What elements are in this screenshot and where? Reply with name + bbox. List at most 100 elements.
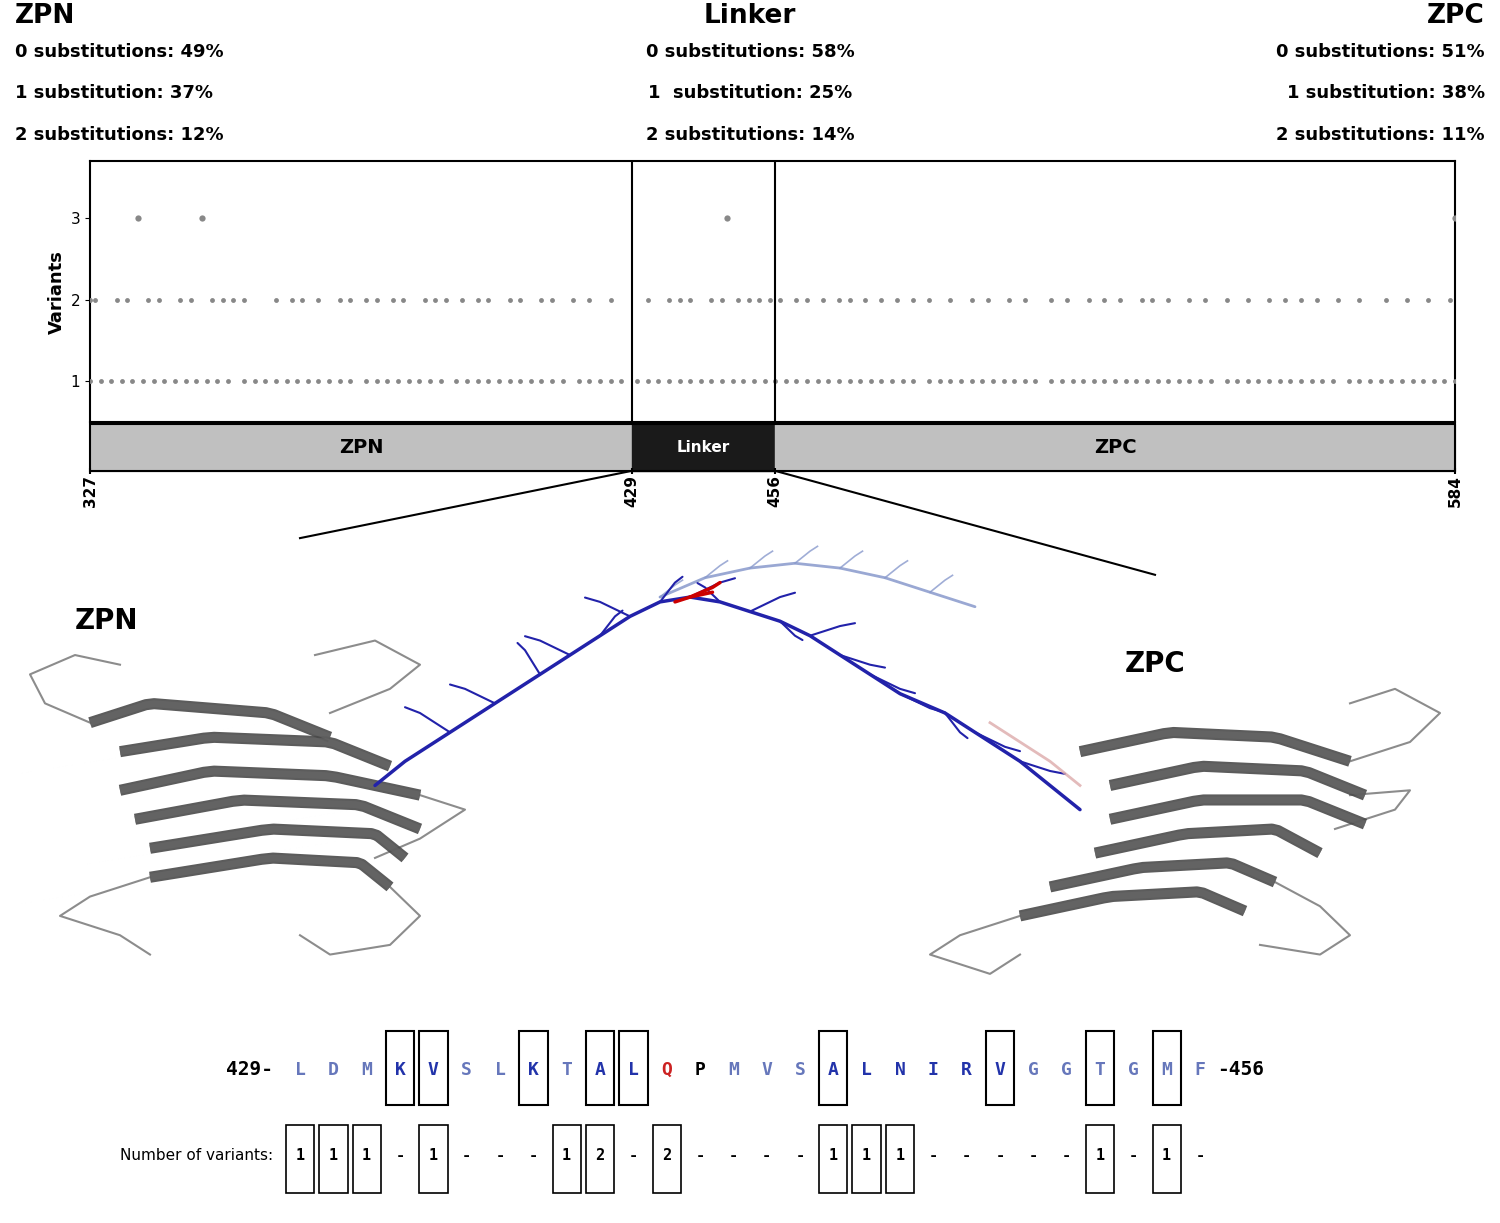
Bar xyxy=(819,1125,848,1194)
Text: -: - xyxy=(1196,1148,1204,1163)
Text: 1: 1 xyxy=(328,1148,338,1163)
Text: ZPC: ZPC xyxy=(1125,651,1185,679)
Text: 0 substitutions: 51%: 0 substitutions: 51% xyxy=(1276,43,1485,61)
Text: K: K xyxy=(528,1060,538,1079)
Text: Q: Q xyxy=(662,1060,672,1079)
Bar xyxy=(419,1031,447,1106)
Text: 1: 1 xyxy=(362,1148,370,1163)
Text: -: - xyxy=(462,1148,471,1163)
Text: -456: -456 xyxy=(1216,1060,1263,1080)
Text: M: M xyxy=(1161,1060,1172,1079)
Text: 1: 1 xyxy=(296,1148,304,1163)
Text: V: V xyxy=(994,1060,1005,1079)
Text: -: - xyxy=(996,1148,1005,1163)
Text: ZPN: ZPN xyxy=(75,607,138,635)
Text: -: - xyxy=(530,1148,538,1163)
Text: F: F xyxy=(1194,1060,1206,1079)
Text: A: A xyxy=(594,1060,606,1079)
Text: 0 substitutions: 49%: 0 substitutions: 49% xyxy=(15,43,223,61)
Text: ZPN: ZPN xyxy=(15,4,75,29)
Text: -: - xyxy=(962,1148,970,1163)
Text: 0 substitutions: 58%: 0 substitutions: 58% xyxy=(645,43,855,61)
Bar xyxy=(1152,1125,1180,1194)
Text: V: V xyxy=(760,1060,772,1079)
Text: ZPC: ZPC xyxy=(1094,438,1137,457)
Text: 429-: 429- xyxy=(226,1060,273,1080)
Bar xyxy=(386,1031,414,1106)
Bar xyxy=(419,1125,447,1194)
Text: 1 substitution: 38%: 1 substitution: 38% xyxy=(1287,84,1485,103)
Text: I: I xyxy=(928,1060,939,1079)
Text: 327: 327 xyxy=(82,475,98,506)
Bar xyxy=(986,1031,1014,1106)
Text: ZPN: ZPN xyxy=(339,438,382,457)
Text: 2 substitutions: 11%: 2 substitutions: 11% xyxy=(1276,126,1485,143)
Text: 2: 2 xyxy=(596,1148,604,1163)
Text: M: M xyxy=(728,1060,740,1079)
Text: -: - xyxy=(628,1148,638,1163)
Text: Linker: Linker xyxy=(676,440,730,455)
Text: -: - xyxy=(1130,1148,1138,1163)
Text: Linker: Linker xyxy=(704,4,797,29)
Bar xyxy=(852,1125,880,1194)
Text: 1: 1 xyxy=(896,1148,904,1163)
Text: -: - xyxy=(795,1148,804,1163)
Text: S: S xyxy=(795,1060,806,1079)
Text: D: D xyxy=(328,1060,339,1079)
Bar xyxy=(352,1125,381,1194)
Text: L: L xyxy=(495,1060,506,1079)
Text: 1: 1 xyxy=(830,1148,839,1163)
Text: M: M xyxy=(362,1060,372,1079)
Text: 2 substitutions: 12%: 2 substitutions: 12% xyxy=(15,126,223,143)
Bar xyxy=(519,1031,548,1106)
Text: G: G xyxy=(1060,1060,1072,1079)
Text: 429: 429 xyxy=(624,475,639,506)
Text: G: G xyxy=(1128,1060,1138,1079)
Text: -: - xyxy=(495,1148,504,1163)
Text: 2: 2 xyxy=(662,1148,670,1163)
Text: ZPC: ZPC xyxy=(1428,4,1485,29)
Text: -: - xyxy=(1062,1148,1071,1163)
Y-axis label: Variants: Variants xyxy=(48,249,66,334)
Text: N: N xyxy=(894,1060,906,1079)
Bar xyxy=(320,1125,348,1194)
Bar xyxy=(819,1031,848,1106)
Bar xyxy=(886,1125,914,1194)
Text: 1: 1 xyxy=(562,1148,572,1163)
Text: -: - xyxy=(729,1148,738,1163)
Text: 1: 1 xyxy=(1095,1148,1104,1163)
Bar xyxy=(652,1125,681,1194)
Bar xyxy=(586,1125,613,1194)
Bar xyxy=(552,1125,580,1194)
Bar xyxy=(90,424,632,471)
Text: L: L xyxy=(861,1060,871,1079)
Text: -: - xyxy=(396,1148,405,1163)
Bar xyxy=(620,1031,648,1106)
Text: L: L xyxy=(628,1060,639,1079)
Text: -: - xyxy=(696,1148,705,1163)
Text: -: - xyxy=(762,1148,771,1163)
Bar xyxy=(286,1125,314,1194)
Bar xyxy=(586,1031,613,1106)
Text: K: K xyxy=(394,1060,405,1079)
Text: T: T xyxy=(1095,1060,1106,1079)
Text: S: S xyxy=(460,1060,472,1079)
Text: 456: 456 xyxy=(768,475,783,506)
Bar xyxy=(632,424,776,471)
Bar xyxy=(1086,1125,1114,1194)
Text: P: P xyxy=(694,1060,705,1079)
Text: 2 substitutions: 14%: 2 substitutions: 14% xyxy=(645,126,855,143)
Text: 1: 1 xyxy=(862,1148,871,1163)
Text: A: A xyxy=(828,1060,839,1079)
Text: 1: 1 xyxy=(1162,1148,1172,1163)
Bar xyxy=(1152,1031,1180,1106)
Text: L: L xyxy=(294,1060,306,1079)
Text: V: V xyxy=(427,1060,439,1079)
Text: T: T xyxy=(561,1060,572,1079)
Text: 1: 1 xyxy=(429,1148,438,1163)
Text: Number of variants:: Number of variants: xyxy=(120,1148,273,1163)
Text: R: R xyxy=(962,1060,972,1079)
Bar xyxy=(1086,1031,1114,1106)
Text: G: G xyxy=(1028,1060,1039,1079)
Text: 1 substitution: 37%: 1 substitution: 37% xyxy=(15,84,213,103)
